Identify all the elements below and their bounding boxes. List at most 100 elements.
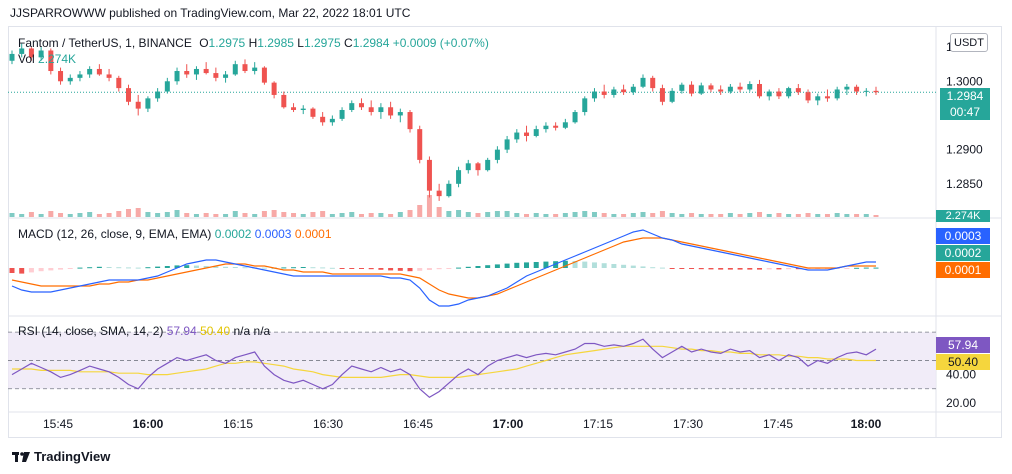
candle-body xyxy=(417,129,423,160)
vol-value: 2.274K xyxy=(38,52,77,66)
c-label: C xyxy=(344,36,353,50)
candle-body xyxy=(718,89,724,92)
candle-body xyxy=(630,86,636,93)
currency-selector[interactable]: USDT xyxy=(950,33,988,52)
macd-histogram-bar xyxy=(223,266,229,268)
rsi-tick-label: 20.00 xyxy=(946,396,976,410)
macd-histogram-bar xyxy=(669,268,675,269)
volume-bar xyxy=(58,213,64,217)
volume-bars xyxy=(9,195,879,217)
footer-brand: TradingView xyxy=(34,449,111,464)
volume-bar xyxy=(261,211,267,217)
o-value: 1.2975 xyxy=(208,36,246,50)
macd-title[interactable]: MACD (12, 26, close, 9, EMA, EMA) xyxy=(18,227,212,241)
macd-histogram-bar xyxy=(48,268,54,271)
macd-histogram-bar xyxy=(533,262,539,268)
volume-bar xyxy=(271,210,277,217)
candle-body xyxy=(203,68,209,74)
candle-body xyxy=(116,77,122,89)
candle-body xyxy=(591,91,597,99)
macd-histogram-bar xyxy=(601,263,607,268)
candle-body xyxy=(436,190,442,197)
candle-body xyxy=(87,68,93,75)
macd-histogram-bar xyxy=(407,268,413,272)
candle-body xyxy=(863,90,869,92)
volume-bar xyxy=(388,214,394,217)
volume-bar xyxy=(524,214,530,217)
macd-histogram-bar xyxy=(339,268,345,269)
volume-bar xyxy=(232,211,238,217)
volume-bar xyxy=(533,213,539,217)
macd-legend: MACD (12, 26, close, 9, EMA, EMA) 0.0002… xyxy=(18,227,332,241)
l-label: L xyxy=(297,36,304,50)
candle-body xyxy=(679,84,685,91)
macd-histogram-bar xyxy=(349,268,355,269)
candle-body xyxy=(193,68,199,75)
volume-bar xyxy=(873,215,879,217)
volume-bar xyxy=(747,213,753,217)
candle-body xyxy=(242,64,248,72)
bar-countdown: 00:47 xyxy=(949,105,981,119)
macd-histogram-bar xyxy=(854,267,860,269)
candle-body xyxy=(766,91,772,97)
macd-histogram-bar xyxy=(786,268,792,270)
volume-bar xyxy=(669,213,675,217)
candle-body xyxy=(58,71,64,82)
candle-body xyxy=(155,91,161,99)
candle-body xyxy=(213,73,219,78)
macd-histogram-bar xyxy=(397,268,403,271)
candle-body xyxy=(504,139,510,150)
macd-signal-line xyxy=(11,237,876,299)
macd-histogram-bar xyxy=(135,267,141,269)
vol-label: Vol xyxy=(18,52,35,66)
volume-bar xyxy=(737,214,743,217)
candle-body xyxy=(514,132,520,140)
candle-body xyxy=(329,118,335,123)
volume-bar xyxy=(776,213,782,217)
candle-body xyxy=(378,107,384,113)
volume-bar xyxy=(591,212,597,217)
candle-body xyxy=(854,86,860,92)
time-tick-label: 16:15 xyxy=(223,417,253,431)
candle-body xyxy=(524,132,530,136)
candle-body xyxy=(601,91,607,95)
volume-bar xyxy=(155,213,161,217)
volume-bar xyxy=(601,213,607,217)
volume-bar xyxy=(834,213,840,217)
candle-body xyxy=(650,77,656,89)
volume-bar xyxy=(795,214,801,217)
macd-histogram-bar xyxy=(426,268,432,270)
macd-histogram-bar xyxy=(358,268,364,269)
candle-body xyxy=(582,98,588,113)
candle-body xyxy=(19,48,25,54)
candle-body xyxy=(310,108,316,117)
macd-histogram-bar xyxy=(659,267,665,269)
rsi-title[interactable]: RSI (14, close, SMA, 14, 2) xyxy=(18,324,164,338)
candle-body xyxy=(339,109,345,119)
volume-bar xyxy=(689,213,695,217)
volume-bar xyxy=(19,214,25,217)
volume-bar xyxy=(766,214,772,217)
time-tick-label: 15:45 xyxy=(43,417,73,431)
macd-histogram-bar xyxy=(96,266,102,268)
volume-bar xyxy=(446,211,452,217)
symbol-name[interactable]: Fantom / TetherUS, 1, BINANCE xyxy=(18,36,192,50)
macd-hist-tag: 0.0002 xyxy=(936,245,990,261)
footer[interactable]: TradingView xyxy=(12,449,110,464)
macd-histogram-bar xyxy=(591,262,597,268)
candle-body xyxy=(67,77,73,82)
rsi-legend: RSI (14, close, SMA, 14, 2) 57.94 50.40 … xyxy=(18,324,270,338)
chart-frame xyxy=(8,26,1002,438)
candle-body xyxy=(844,86,850,90)
candle-body xyxy=(261,67,267,83)
macd-histogram-bar xyxy=(465,266,471,268)
candle-body xyxy=(135,101,141,109)
candle-body xyxy=(795,88,801,93)
candle-body xyxy=(698,85,704,94)
macd-histogram-bar xyxy=(320,267,326,269)
macd-pane xyxy=(9,229,879,307)
macd-histogram-bar xyxy=(281,267,287,269)
macd-histogram-bar xyxy=(310,267,316,269)
candle-body xyxy=(805,92,811,101)
volume-bar xyxy=(213,214,219,217)
